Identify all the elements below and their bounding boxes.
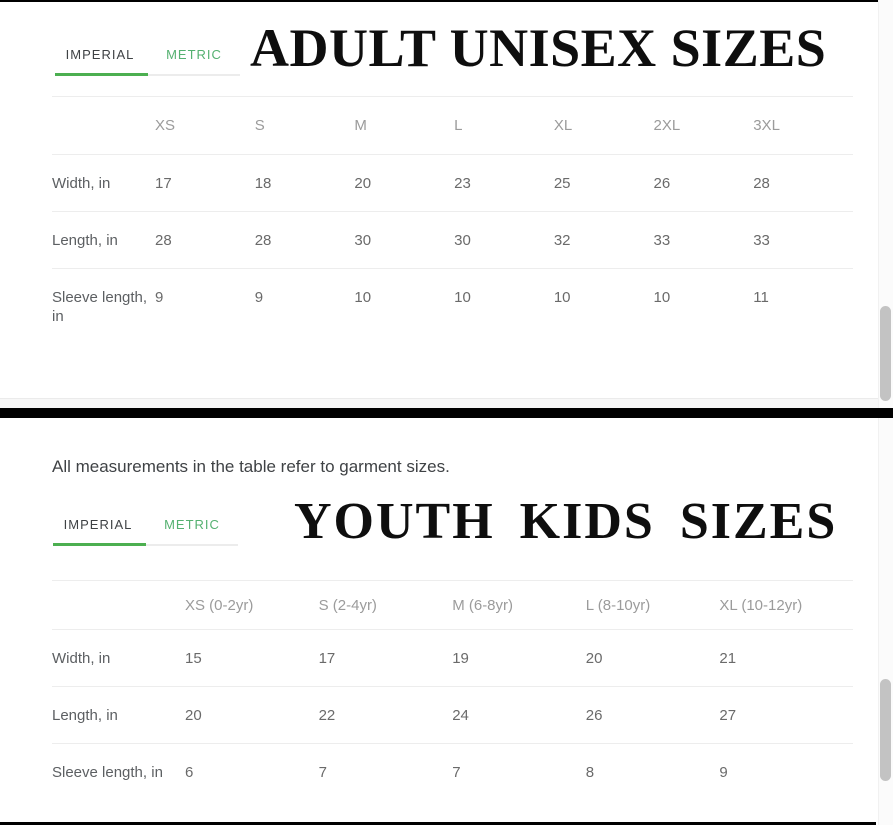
adult-size-table: XS S M L XL 2XL 3XL Width, in 17 18 20 23 25 26 28 Leng… — [52, 96, 853, 344]
youth-sizes-title: YOUTH KIDS SIZES — [294, 493, 838, 550]
adult-sizes-title: ADULT UNISEX SIZES — [250, 18, 827, 78]
size-column-header: L (8-10yr) — [585, 580, 720, 630]
header-spacer-cell — [52, 580, 185, 630]
measurement-row-label: Width, in — [52, 629, 185, 687]
section-divider-bar — [0, 408, 893, 418]
measurement-value: 28 — [753, 154, 853, 212]
measurement-row: Width, in 15 17 19 20 21 — [52, 629, 853, 687]
measurement-value: 8 — [585, 764, 595, 781]
measurement-value: 26 — [653, 154, 754, 212]
measurement-value: 10 — [653, 289, 671, 306]
tab-bar-baseline — [146, 544, 238, 546]
measurement-row-label: Width, in — [52, 154, 155, 212]
size-column-header: M (6-8yr) — [452, 580, 586, 630]
measurement-row-label: Length, in — [52, 211, 155, 269]
measurement-value: 17 — [318, 629, 453, 687]
measurement-value: 15 — [185, 629, 319, 687]
measurement-value: 18 — [254, 154, 355, 212]
scrollbar-thumb[interactable] — [880, 679, 891, 781]
measurement-row: Sleeve length, in 9 9 10 10 10 10 11 — [52, 269, 853, 345]
size-column-header: 2XL — [653, 96, 754, 155]
measurement-value: 33 — [653, 211, 754, 269]
size-header-row: XS S M L XL 2XL 3XL — [52, 96, 853, 155]
tab-imperial[interactable]: IMPERIAL — [65, 46, 135, 62]
size-column-header: XS (0-2yr) — [185, 580, 319, 630]
measurement-value: 20 — [185, 686, 319, 744]
scrollbar-thumb[interactable] — [880, 306, 891, 401]
tab-imperial[interactable]: IMPERIAL — [63, 516, 133, 532]
adult-unit-tabs: IMPERIAL METRIC — [52, 32, 240, 76]
measurement-value: 28 — [254, 211, 355, 269]
size-column-header: 3XL — [753, 96, 853, 155]
tab-metric[interactable]: METRIC — [166, 46, 222, 62]
active-tab-underline — [53, 543, 146, 546]
size-column-header: S — [254, 96, 355, 155]
measurement-value: 22 — [318, 686, 453, 744]
active-tab-underline — [55, 73, 148, 76]
size-header-row: XS (0-2yr) S (2-4yr) M (6-8yr) L (8-10yr) XL… — [52, 580, 853, 630]
measurement-value: 6 — [185, 764, 194, 781]
measurement-row: Length, in 28 28 30 30 32 33 33 — [52, 211, 853, 269]
measurement-value: 23 — [454, 154, 554, 212]
size-column-header: XL (10-12yr) — [719, 580, 853, 630]
measurement-value: 28 — [155, 211, 255, 269]
measurement-value: 9 — [155, 289, 164, 306]
measurement-value: 21 — [719, 629, 853, 687]
tab-bar-baseline — [148, 74, 240, 76]
measurement-value: 20 — [585, 629, 720, 687]
tab-metric[interactable]: METRIC — [164, 516, 220, 532]
measurement-row: Width, in 17 18 20 23 25 26 28 — [52, 154, 853, 212]
measurement-value: 30 — [454, 211, 554, 269]
size-column-header: S (2-4yr) — [318, 580, 453, 630]
measurement-value: 25 — [553, 154, 654, 212]
top-border-line — [0, 0, 893, 2]
measurement-value: 7 — [452, 764, 461, 781]
size-column-header: M — [354, 96, 455, 155]
measurement-row-label: Sleeve length, in — [52, 289, 148, 325]
bottom-border-line — [0, 822, 876, 825]
size-column-header: XL — [553, 96, 654, 155]
header-spacer-cell — [52, 96, 155, 155]
section-gap-band — [0, 398, 893, 408]
measurement-row-label: Sleeve length, in — [52, 764, 163, 781]
measurement-value: 10 — [553, 289, 571, 306]
measurement-value: 20 — [354, 154, 455, 212]
measurement-value: 24 — [452, 686, 586, 744]
measurement-value: 10 — [454, 289, 471, 306]
measurement-value: 17 — [155, 154, 255, 212]
measurement-row-label: Length, in — [52, 686, 185, 744]
measurement-value: 33 — [753, 211, 853, 269]
measurements-note: All measurements in the table refer to g… — [52, 457, 450, 476]
measurement-value: 30 — [354, 211, 455, 269]
measurement-value: 10 — [354, 289, 372, 306]
measurement-row: Sleeve length, in 6 7 7 8 9 — [52, 744, 853, 801]
measurement-value: 19 — [452, 629, 586, 687]
youth-unit-tabs: IMPERIAL METRIC — [50, 502, 238, 546]
measurement-value: 27 — [719, 686, 853, 744]
measurement-value: 7 — [318, 764, 327, 781]
measurement-value: 11 — [753, 289, 769, 306]
measurement-value: 9 — [254, 289, 264, 306]
youth-size-table: XS (0-2yr) S (2-4yr) M (6-8yr) L (8-10yr) XL… — [52, 580, 853, 800]
measurement-row: Length, in 20 22 24 26 27 — [52, 686, 853, 744]
size-column-header: XS — [155, 96, 255, 155]
measurement-value: 9 — [719, 764, 728, 781]
measurement-value: 26 — [585, 686, 720, 744]
size-column-header: L — [454, 96, 554, 155]
measurement-value: 32 — [553, 211, 654, 269]
